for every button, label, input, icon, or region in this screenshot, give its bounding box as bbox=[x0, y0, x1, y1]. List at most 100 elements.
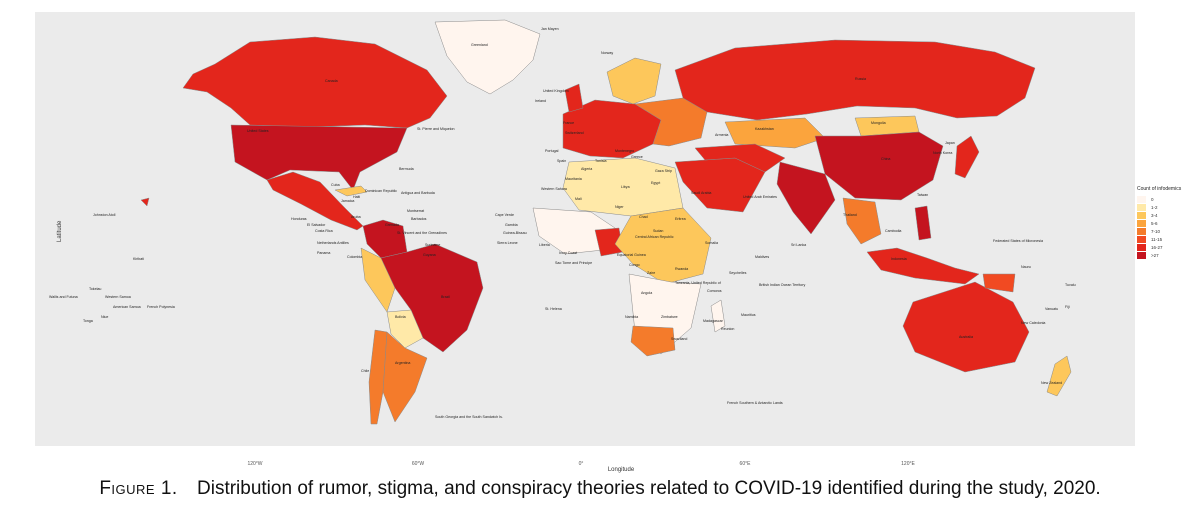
country-label: Montenegro bbox=[615, 149, 634, 153]
region-uk bbox=[564, 83, 584, 113]
country-label: Grenada bbox=[385, 223, 399, 227]
country-label: Tokelau bbox=[89, 287, 101, 291]
figure-caption: Figure 1. Distribution of rumor, stigma,… bbox=[0, 478, 1200, 500]
country-label: American Samoa bbox=[113, 305, 141, 309]
country-label: Equatorial Guinea bbox=[617, 253, 646, 257]
legend-item: 5-6 bbox=[1137, 219, 1199, 227]
region-kazakhstan bbox=[724, 117, 826, 149]
x-axis-label: Longitude bbox=[607, 467, 635, 473]
country-label: Mali bbox=[575, 197, 582, 201]
country-label: Western Sahara bbox=[541, 187, 567, 191]
country-labels: Greenland Jan Mayen Norway United Kingdom Ir… bbox=[49, 27, 1076, 419]
country-label: Guinea-Bissau bbox=[503, 231, 527, 235]
region-madagascar bbox=[710, 299, 726, 333]
country-label: Indonesia bbox=[891, 257, 907, 261]
region-usa bbox=[230, 124, 408, 191]
region-japan bbox=[954, 135, 980, 179]
legend-swatch bbox=[1137, 211, 1146, 219]
country-label: Mongolia bbox=[871, 121, 886, 125]
country-label: Western Samoa bbox=[105, 295, 131, 299]
country-label: St. Vincent and the Grenadines bbox=[397, 231, 447, 235]
country-label: Kazakhstan bbox=[755, 127, 774, 131]
country-label: El Salvador bbox=[307, 223, 326, 227]
region-bolivia bbox=[386, 309, 424, 349]
country-label: Cambodia bbox=[885, 229, 901, 233]
country-label: Australia bbox=[959, 335, 973, 339]
legend-item: 11-15 bbox=[1137, 235, 1199, 243]
region-papua bbox=[982, 273, 1016, 293]
country-label: Seychelles bbox=[729, 271, 747, 275]
country-label: Sri Lanka bbox=[791, 243, 806, 247]
legend-item: 7-10 bbox=[1137, 227, 1199, 235]
country-label: Madagascar bbox=[703, 319, 724, 323]
country-label: Comoros bbox=[707, 289, 722, 293]
country-label: Eritrea bbox=[675, 217, 686, 221]
region-south-africa bbox=[630, 325, 676, 357]
region-indonesia bbox=[866, 247, 980, 285]
country-label: Gambia bbox=[505, 223, 518, 227]
x-tick-0: 0° bbox=[578, 461, 584, 467]
country-label: Zaire bbox=[647, 271, 655, 275]
country-label: Egypt bbox=[651, 181, 660, 185]
country-label: Somalia bbox=[705, 241, 718, 245]
country-label: New Caledonia bbox=[1021, 321, 1045, 325]
legend-label: 16-27 bbox=[1151, 244, 1163, 250]
legend-label: 5-6 bbox=[1151, 220, 1158, 226]
region-australia bbox=[902, 281, 1030, 373]
region-brazil bbox=[380, 243, 484, 353]
region-central-africa bbox=[614, 207, 712, 285]
region-iran bbox=[694, 143, 786, 173]
region-mexico bbox=[266, 171, 364, 231]
x-tick-120w: 120°W bbox=[247, 461, 263, 467]
country-label: Colombia bbox=[347, 255, 362, 259]
country-label: Canada bbox=[325, 79, 338, 83]
country-label: France bbox=[563, 121, 574, 125]
legend-label: 0 bbox=[1151, 196, 1154, 202]
country-label: New Zealand bbox=[1041, 381, 1062, 385]
country-label: Cuba bbox=[331, 183, 340, 187]
legend-item: 16-27 bbox=[1137, 243, 1199, 251]
country-label: Federated States of Micronesia bbox=[993, 239, 1043, 243]
x-tick-120e: 120°E bbox=[901, 461, 915, 467]
country-label: Chile bbox=[361, 369, 369, 373]
country-label: Panama bbox=[317, 251, 330, 255]
country-label: Reunion bbox=[721, 327, 734, 331]
country-label: Netherlands Antilles bbox=[317, 241, 349, 245]
caption-label: Figure 1. bbox=[99, 478, 178, 499]
country-label: Niue bbox=[101, 315, 108, 319]
region-new-zealand bbox=[1046, 355, 1072, 397]
country-label: Angola bbox=[641, 291, 652, 295]
country-label: Congo bbox=[629, 263, 640, 267]
country-label: South Georgia and the South Sandwich Is. bbox=[435, 415, 503, 419]
x-tick-60e: 60°E bbox=[739, 461, 751, 467]
country-label: Costa Rica bbox=[315, 229, 333, 233]
country-label: St. Pierre and Miquelon bbox=[417, 127, 455, 131]
country-label: Maldives bbox=[755, 255, 769, 259]
legend-item: >27 bbox=[1137, 251, 1199, 259]
country-label: Central African Republic bbox=[635, 235, 674, 239]
country-label: Libya bbox=[621, 185, 630, 189]
country-label: Gaza Strip bbox=[655, 169, 672, 173]
region-hawaii bbox=[140, 197, 150, 207]
caption-text: Distribution of rumor, stigma, and consp… bbox=[197, 478, 1101, 499]
country-label: Zimbabwe bbox=[661, 315, 678, 319]
country-label: Brazil bbox=[441, 295, 450, 299]
country-label: Spain bbox=[557, 159, 566, 163]
x-tick-60w: 60°W bbox=[411, 461, 425, 467]
legend-item: 0 bbox=[1137, 195, 1199, 203]
country-label: Vanuatu bbox=[1045, 307, 1058, 311]
country-label: Suriname bbox=[425, 243, 440, 247]
country-label: Taiwan bbox=[917, 193, 928, 197]
country-label: Aruba bbox=[351, 215, 361, 219]
country-label: Tonga bbox=[83, 319, 93, 323]
country-label: Tunisia bbox=[595, 159, 606, 163]
country-label: United States bbox=[247, 129, 269, 133]
legend-label: 1-2 bbox=[1151, 204, 1158, 210]
country-label: Honduras bbox=[291, 217, 307, 221]
country-label: Jamaica bbox=[341, 199, 354, 203]
region-greenland bbox=[434, 19, 541, 95]
country-label: Jan Mayen bbox=[541, 27, 559, 31]
region-scandinavia bbox=[606, 57, 662, 105]
legend-swatch bbox=[1137, 203, 1146, 211]
region-southeast-asia bbox=[842, 197, 882, 245]
